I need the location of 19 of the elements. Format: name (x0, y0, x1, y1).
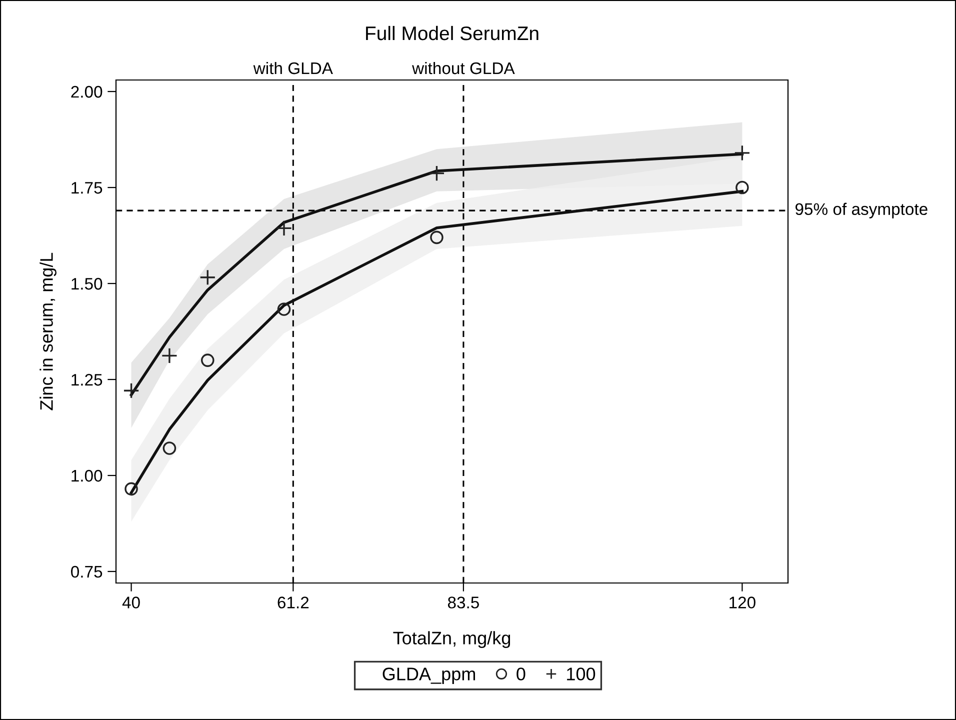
x-tick-label: 40 (122, 596, 140, 608)
x-tick-label: 120 (730, 596, 756, 608)
y-axis-title: Zinc in serum, mg/L (40, 252, 56, 410)
ref-line-label: 95% of asymptote (796, 202, 928, 218)
legend-title: GLDA_ppm (382, 668, 476, 684)
y-tick-label: 1.25 (72, 374, 102, 386)
legend-label: 100 (567, 668, 596, 680)
y-tick-label: 2.00 (71, 86, 102, 98)
y-tick-label: 0.75 (71, 566, 102, 578)
ref-line-label: without GLDA (412, 62, 515, 74)
y-tick-label: 1.50 (72, 278, 102, 290)
y-tick-label: 1.75 (72, 182, 102, 194)
y-tick-label: 1.00 (72, 470, 102, 482)
legend-label: 0 (516, 668, 526, 680)
x-tick-label: 83.5 (448, 596, 479, 608)
ref-line-label: with GLDA (253, 62, 333, 74)
x-axis-title: TotalZn, mg/kg (393, 631, 510, 648)
x-tick-label: 61.2 (278, 596, 309, 608)
chart-title: Full Model SerumZn (366, 26, 538, 40)
